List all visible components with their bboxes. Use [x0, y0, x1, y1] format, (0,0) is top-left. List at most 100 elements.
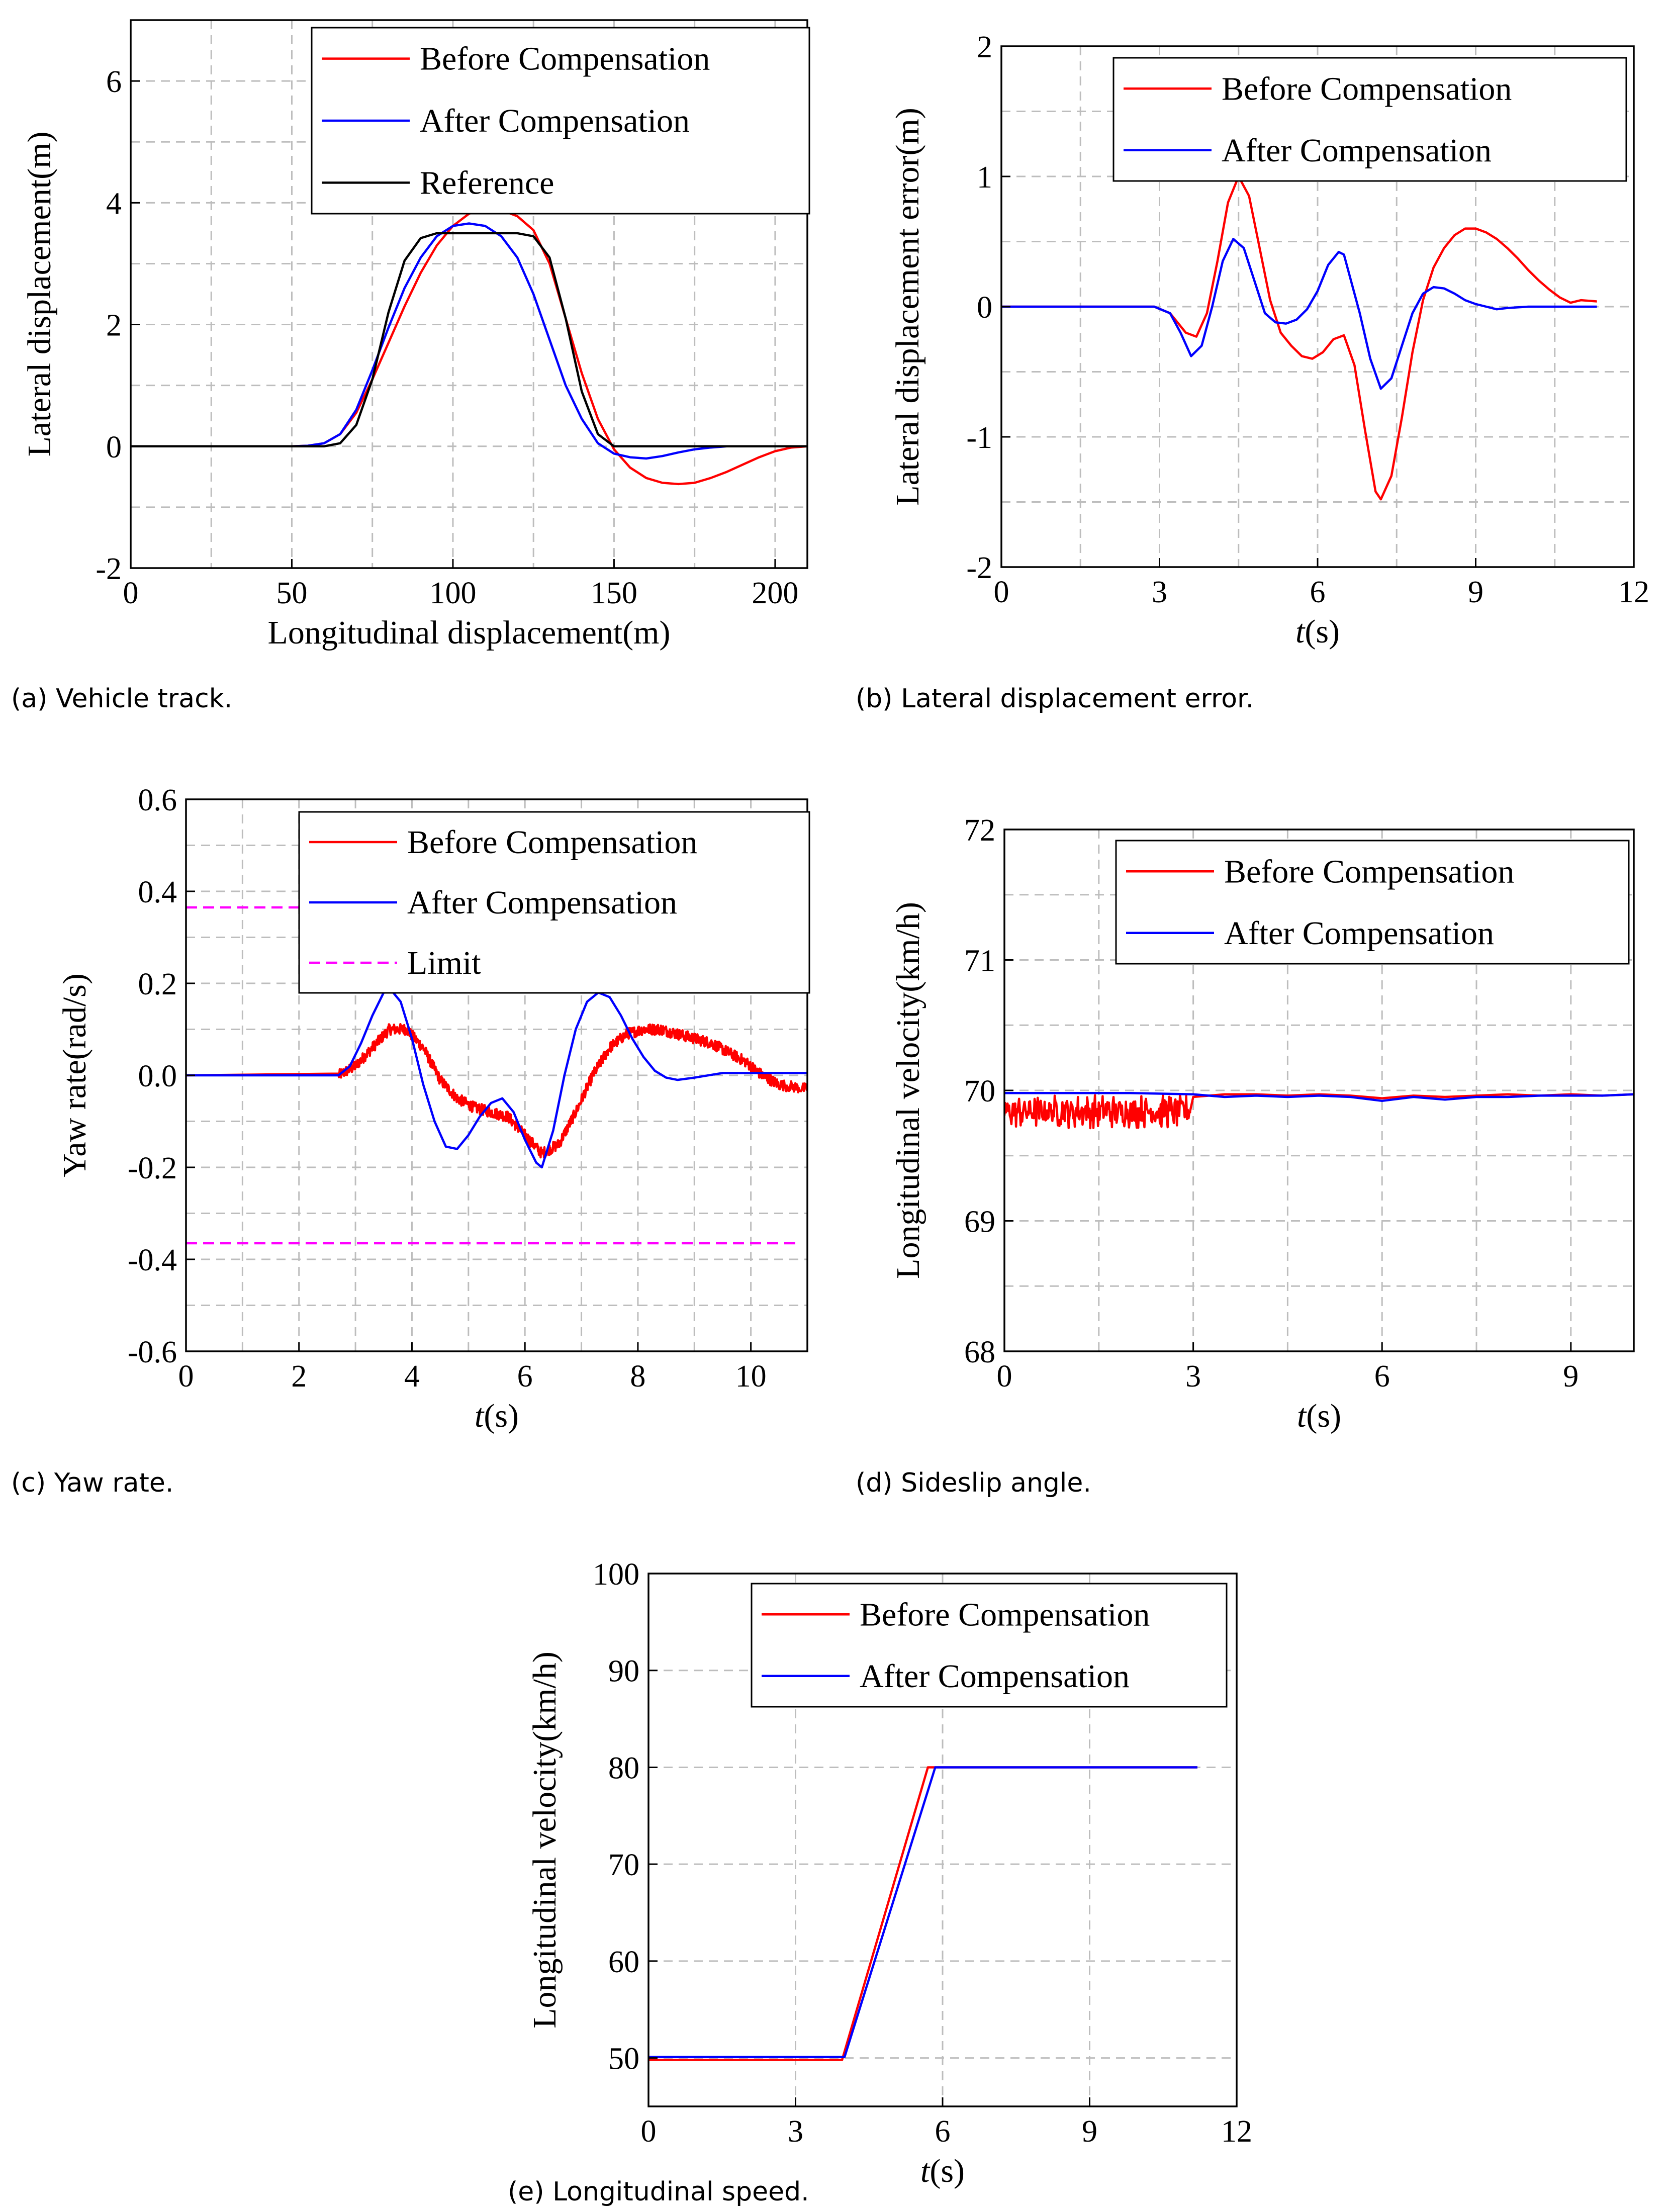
legend-label: After Compensation — [407, 884, 677, 921]
x-tick-label: 100 — [429, 576, 476, 610]
x-axis-title-var: t — [475, 1398, 485, 1434]
ticks: 0 2 4 6 8 10 -0.6 -0.4 -0.2 0.0 0.2 0.4 0.6 — [128, 783, 767, 1394]
legend-box — [751, 1583, 1228, 1708]
x-tick-label: 2 — [291, 1359, 307, 1394]
x-tick-label: 9 — [1563, 1359, 1579, 1394]
legend: Before Compensation After Compensation — [1115, 840, 1630, 965]
series-line-after-compensation — [648, 1766, 1197, 2058]
x-axis-title-var: t — [1297, 1398, 1307, 1434]
series-line-after-compensation — [1004, 1091, 1634, 1102]
x-tick-label: 200 — [752, 576, 798, 610]
legend-label: Before Compensation — [1222, 70, 1512, 107]
chart-panel-e: 0 3 6 9 12 50 60 70 80 90 100 t(s) Longitudinal velo… — [437, 1543, 1252, 2212]
y-tick-label: -2 — [96, 552, 122, 586]
y-tick-label: 0.0 — [138, 1059, 177, 1093]
x-axis-title-unit: (s) — [930, 2153, 965, 2189]
y-tick-label: 68 — [964, 1335, 995, 1369]
legend-label: Before Compensation — [420, 41, 710, 77]
x-axis-title: t(s) — [475, 1398, 519, 1434]
legend-label: Limit — [407, 945, 481, 981]
y-tick-label: 69 — [964, 1205, 995, 1239]
legend-label: Before Compensation — [1224, 853, 1514, 890]
legend: Before Compensation After Compensation — [751, 1583, 1228, 1708]
x-axis-title: t(s) — [1297, 1398, 1341, 1434]
x-tick-label: 0 — [123, 576, 139, 610]
y-tick-label: 4 — [106, 187, 122, 221]
y-tick-label: 71 — [964, 944, 995, 978]
legend-label: Before Compensation — [860, 1596, 1150, 1633]
legend-box — [1112, 57, 1627, 182]
x-tick-label: 9 — [1082, 2114, 1097, 2149]
y-tick-label: 80 — [608, 1751, 639, 1785]
y-tick-label: -1 — [966, 421, 992, 455]
x-tick-label: 6 — [935, 2114, 951, 2149]
x-axis-title: t(s) — [1295, 613, 1340, 650]
x-tick-label: 12 — [1618, 575, 1649, 609]
series-line-before-compensation — [131, 208, 807, 486]
caption-e: (e) Longitudinal speed. — [508, 2177, 809, 2207]
x-axis-title-unit: (s) — [1306, 1398, 1341, 1434]
y-tick-label: -0.4 — [128, 1243, 177, 1277]
series-group — [131, 208, 807, 486]
plot-frame — [130, 19, 808, 569]
series-line-after-compensation — [131, 222, 807, 460]
series-line-before-compensation — [1004, 1093, 1634, 1130]
y-tick-label: 0.4 — [138, 875, 177, 909]
legend-label: After Compensation — [420, 103, 690, 139]
x-tick-label: 0 — [178, 1359, 194, 1394]
series-line-before-compensation — [1001, 175, 1597, 501]
y-axis-title: Longitudinal velocity(km/h) — [526, 1651, 563, 2029]
y-tick-label: -0.6 — [128, 1335, 177, 1369]
chart-e: 0 3 6 9 12 50 60 70 80 90 100 t(s) Longitudinal velo… — [526, 1557, 1252, 2189]
series-line-before-compensation — [648, 1766, 1197, 2061]
x-axis-title: t(s) — [920, 2153, 965, 2189]
caption-c: (c) Yaw rate. — [11, 1468, 174, 1498]
y-tick-label: 2 — [977, 30, 992, 64]
y-axis-title: Yaw rate(rad/s) — [56, 973, 93, 1177]
x-axis-title: Longitudinal displacement(m) — [268, 614, 671, 651]
caption-b: (b) Lateral displacement error. — [856, 684, 1254, 714]
legend-label: Reference — [420, 164, 554, 201]
y-tick-label: 100 — [593, 1557, 639, 1592]
legend-box — [1115, 840, 1630, 965]
legend-label: Before Compensation — [407, 824, 697, 861]
y-tick-label: -2 — [966, 551, 992, 585]
chart-c: 0 2 4 6 8 10 -0.6 -0.4 -0.2 0.0 0.2 0.4 0.6 t(s) Yaw r… — [56, 783, 810, 1434]
y-axis-title: Lateral displacement error(m) — [889, 108, 926, 506]
x-tick-label: 0 — [997, 1359, 1012, 1394]
series-line-before-compensation — [186, 1023, 807, 1159]
x-tick-label: 10 — [735, 1359, 767, 1394]
chart-panel-a: 0 50 100 150 200 -2 0 2 4 6 Longitudinal displacem… — [0, 0, 834, 724]
x-tick-label: 4 — [404, 1359, 420, 1394]
legend: Before Compensation After Compensation Ref… — [311, 27, 810, 215]
y-tick-label: -0.2 — [128, 1151, 177, 1185]
x-tick-label: 6 — [1310, 575, 1326, 609]
y-tick-label: 1 — [977, 160, 992, 195]
x-axis-title-unit: (s) — [484, 1398, 519, 1434]
y-tick-label: 2 — [106, 309, 122, 343]
x-tick-label: 3 — [1185, 1359, 1201, 1394]
legend-label: After Compensation — [1222, 132, 1492, 169]
y-tick-label: 60 — [608, 1945, 639, 1979]
x-axis-title-var: t — [1295, 613, 1306, 650]
x-axis-title-var: t — [920, 2153, 931, 2189]
legend-label: After Compensation — [860, 1658, 1130, 1695]
y-tick-label: 70 — [608, 1848, 639, 1882]
x-tick-label: 50 — [276, 576, 307, 610]
caption-d: (d) Sideslip angle. — [856, 1468, 1091, 1498]
x-tick-label: 6 — [1374, 1359, 1390, 1394]
x-tick-label: 3 — [1152, 575, 1167, 609]
y-tick-label: 0.6 — [138, 783, 177, 817]
x-tick-label: 8 — [630, 1359, 645, 1394]
series-line-after-compensation — [186, 986, 807, 1169]
legend-label: After Compensation — [1224, 915, 1494, 952]
chart-panel-b: 0 3 6 9 12 -2 -1 0 1 2 t(s) Lateral displacement er… — [834, 0, 1671, 724]
series-group — [648, 1766, 1197, 2061]
chart-panel-d: 0 3 6 9 68 69 70 71 72 t(s) Longitudinal velocity(… — [834, 784, 1671, 1508]
caption-a: (a) Vehicle track. — [11, 684, 233, 714]
chart-panel-c: 0 2 4 6 8 10 -0.6 -0.4 -0.2 0.0 0.2 0.4 0.6 t(s) Yaw r… — [0, 783, 834, 1508]
